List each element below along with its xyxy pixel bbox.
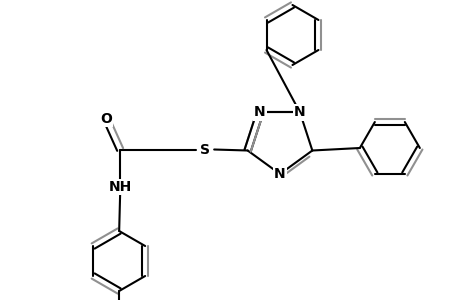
Text: S: S <box>200 142 210 157</box>
Text: NH: NH <box>108 180 131 194</box>
Text: N: N <box>274 167 285 181</box>
Text: N: N <box>254 106 265 119</box>
Text: O: O <box>100 112 112 125</box>
Text: N: N <box>294 106 305 119</box>
